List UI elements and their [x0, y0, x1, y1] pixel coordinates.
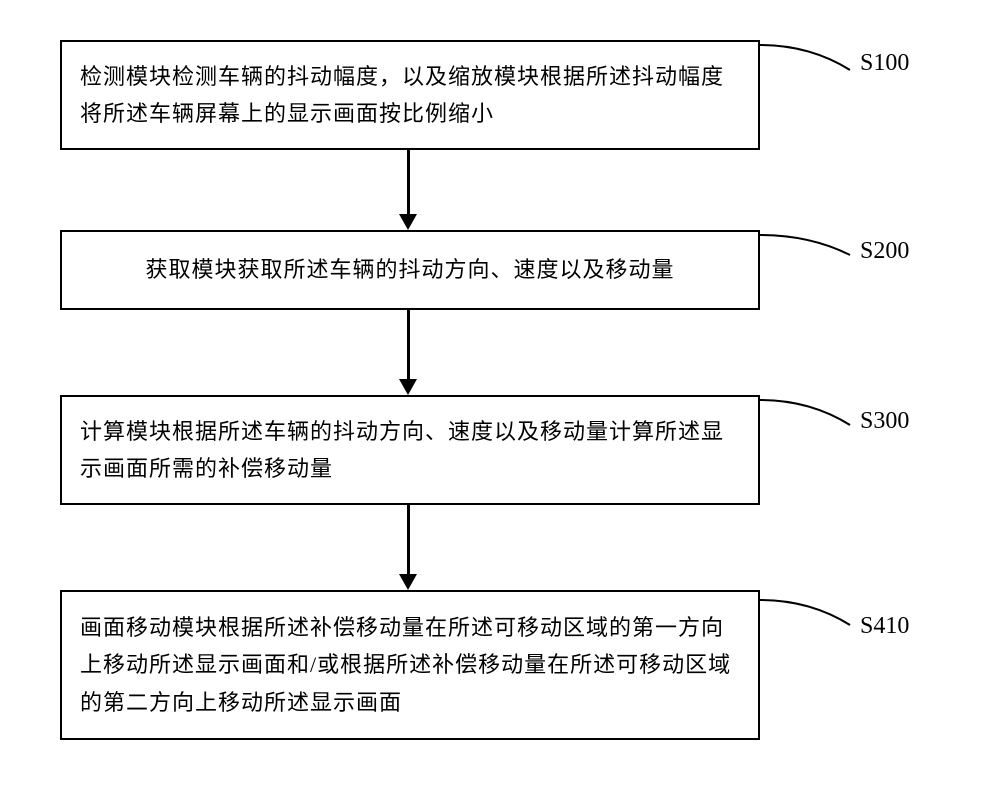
flow-step-s200-text: 获取模块获取所述车辆的抖动方向、速度以及移动量	[145, 251, 674, 288]
flowchart-container: 检测模块检测车辆的抖动幅度，以及缩放模块根据所述抖动幅度将所述车辆屏幕上的显示画…	[0, 0, 1000, 800]
connector-s100	[760, 40, 860, 80]
arrow-s200-s300	[407, 310, 410, 379]
flow-step-s300: 计算模块根据所述车辆的抖动方向、速度以及移动量计算所述显示画面所需的补偿移动量	[60, 395, 760, 505]
arrow-head-s200-s300	[399, 379, 417, 395]
flow-step-s100: 检测模块检测车辆的抖动幅度，以及缩放模块根据所述抖动幅度将所述车辆屏幕上的显示画…	[60, 40, 760, 150]
step-label-s410: S410	[860, 613, 909, 640]
connector-s410	[760, 595, 860, 635]
arrow-s300-s410	[407, 505, 410, 574]
arrow-head-s100-s200	[399, 214, 417, 230]
arrow-head-s300-s410	[399, 574, 417, 590]
connector-s300	[760, 395, 860, 435]
step-label-s300: S300	[860, 408, 909, 435]
flow-step-s300-text: 计算模块根据所述车辆的抖动方向、速度以及移动量计算所述显示画面所需的补偿移动量	[80, 413, 740, 488]
step-label-s100: S100	[860, 50, 909, 77]
flow-step-s410-text: 画面移动模块根据所述补偿移动量在所述可移动区域的第一方向上移动所述显示画面和/或…	[80, 609, 740, 721]
step-label-s200: S200	[860, 238, 909, 265]
flow-step-s410: 画面移动模块根据所述补偿移动量在所述可移动区域的第一方向上移动所述显示画面和/或…	[60, 590, 760, 740]
flow-step-s200: 获取模块获取所述车辆的抖动方向、速度以及移动量	[60, 230, 760, 310]
arrow-s100-s200	[407, 150, 410, 214]
connector-s200	[760, 225, 860, 265]
flow-step-s100-text: 检测模块检测车辆的抖动幅度，以及缩放模块根据所述抖动幅度将所述车辆屏幕上的显示画…	[80, 58, 740, 133]
